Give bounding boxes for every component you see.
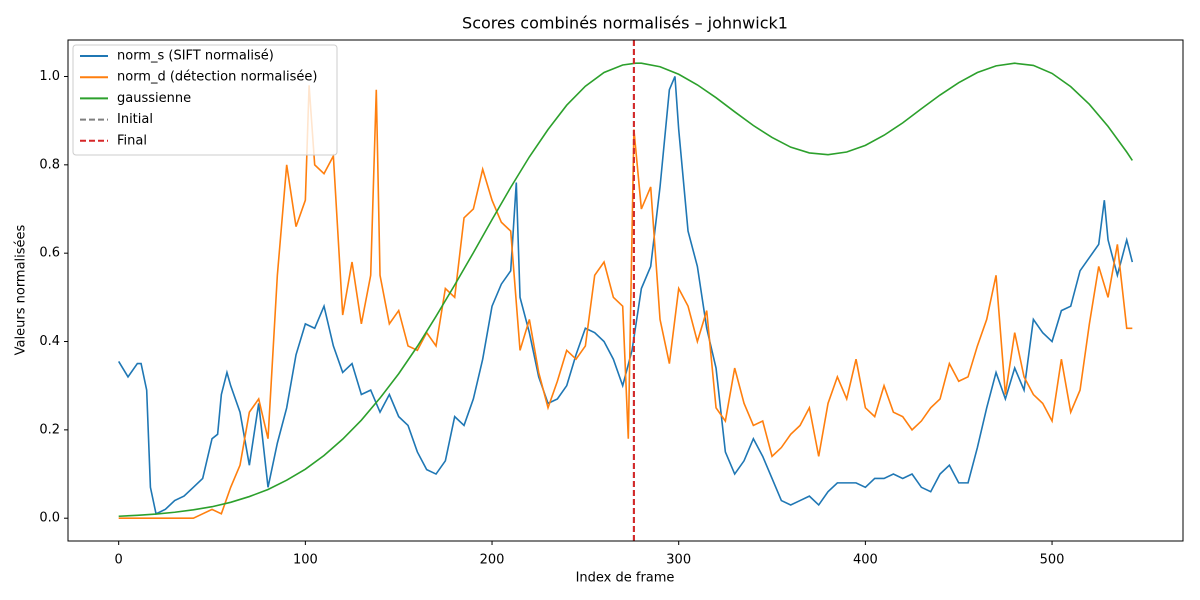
x-axis-label: Index de frame: [576, 571, 675, 586]
x-tick-label: 100: [293, 553, 318, 568]
x-tick-label: 500: [1040, 553, 1065, 568]
y-tick-label: 1.0: [39, 69, 60, 84]
x-tick-label: 300: [666, 553, 691, 568]
series-line: [118, 62, 1133, 518]
series-line: [117, 76, 1134, 515]
legend-label: norm_d (détection normalisée): [117, 70, 317, 85]
y-tick-label: 0.2: [39, 422, 60, 437]
legend-label: norm_s (SIFT normalisé): [117, 49, 274, 64]
legend-label: Initial: [117, 112, 153, 127]
series-line: [118, 85, 1133, 520]
legend-box: [72, 44, 338, 156]
x-tick-label: 400: [853, 553, 878, 568]
legend-label: gaussienne: [117, 91, 191, 106]
y-axis-label: Valeurs normalisées: [14, 224, 29, 355]
y-tick-label: 0.4: [39, 334, 60, 349]
x-tick-label: 200: [480, 553, 505, 568]
legend-label: Final: [117, 133, 147, 148]
y-tick-label: 0.8: [39, 157, 60, 172]
chart-title: Scores combinés normalisés – johnwick1: [462, 14, 788, 33]
y-tick-label: 0.0: [39, 511, 60, 526]
x-tick-label: 0: [115, 553, 123, 568]
plot-frame: [67, 39, 1184, 542]
y-tick-label: 0.6: [39, 246, 60, 261]
